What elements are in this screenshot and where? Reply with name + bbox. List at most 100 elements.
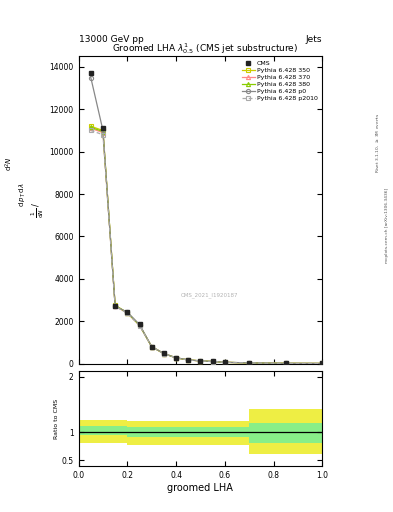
Pythia 6.428 380: [113, 303, 118, 309]
CMS: [162, 350, 166, 356]
Text: CMS_2021_I1920187: CMS_2021_I1920187: [181, 292, 239, 297]
Pythia 6.428 p2010: [222, 359, 227, 366]
Pythia 6.428 p0: [222, 359, 227, 366]
CMS: [320, 360, 325, 367]
Pythia 6.428 p2010: [137, 323, 142, 329]
Text: mcplots.cern.ch [arXiv:1306.3436]: mcplots.cern.ch [arXiv:1306.3436]: [385, 188, 389, 263]
Pythia 6.428 370: [186, 357, 191, 363]
CMS: [113, 303, 118, 309]
Pythia 6.428 p2010: [174, 355, 178, 361]
Pythia 6.428 p2010: [162, 351, 166, 357]
Pythia 6.428 p2010: [283, 360, 288, 367]
Pythia 6.428 350: [137, 322, 142, 328]
CMS: [222, 359, 227, 366]
CMS: [210, 358, 215, 365]
Pythia 6.428 p0: [247, 360, 252, 366]
CMS: [88, 70, 93, 76]
Pythia 6.428 370: [101, 130, 105, 136]
Pythia 6.428 370: [247, 360, 252, 366]
Pythia 6.428 p2010: [88, 127, 93, 134]
Pythia 6.428 370: [174, 355, 178, 361]
Pythia 6.428 380: [247, 360, 252, 366]
Text: $\frac{1}{\mathrm{d}N}$ /: $\frac{1}{\mathrm{d}N}$ /: [29, 202, 46, 218]
Pythia 6.428 p2010: [320, 360, 325, 367]
Pythia 6.428 350: [88, 123, 93, 130]
Title: Groomed LHA $\lambda^{1}_{0.5}$ (CMS jet substructure): Groomed LHA $\lambda^{1}_{0.5}$ (CMS jet…: [112, 41, 298, 56]
Pythia 6.428 370: [149, 344, 154, 350]
Pythia 6.428 370: [125, 310, 130, 316]
CMS: [174, 355, 178, 361]
Pythia 6.428 350: [101, 127, 105, 134]
Pythia 6.428 p2010: [247, 360, 252, 366]
CMS: [198, 358, 203, 364]
Pythia 6.428 370: [88, 125, 93, 132]
Pythia 6.428 370: [210, 358, 215, 365]
Pythia 6.428 p2010: [198, 358, 203, 364]
Line: CMS: CMS: [88, 71, 325, 366]
CMS: [101, 125, 105, 132]
Pythia 6.428 p2010: [210, 358, 215, 365]
Text: Jets: Jets: [306, 34, 322, 44]
Pythia 6.428 p2010: [149, 344, 154, 350]
Pythia 6.428 p0: [198, 358, 203, 364]
Pythia 6.428 p0: [137, 322, 142, 328]
Pythia 6.428 p0: [149, 344, 154, 350]
Pythia 6.428 p0: [186, 357, 191, 363]
Text: Rivet 3.1.10, $\geq$ 3M events: Rivet 3.1.10, $\geq$ 3M events: [374, 112, 381, 173]
Pythia 6.428 p0: [320, 360, 325, 367]
Pythia 6.428 380: [174, 355, 178, 361]
Pythia 6.428 380: [101, 129, 105, 135]
Pythia 6.428 370: [198, 358, 203, 364]
Pythia 6.428 p0: [101, 127, 105, 134]
Pythia 6.428 350: [198, 358, 203, 364]
Pythia 6.428 p2010: [186, 357, 191, 363]
Pythia 6.428 380: [210, 358, 215, 365]
Pythia 6.428 380: [222, 359, 227, 366]
Pythia 6.428 p2010: [101, 132, 105, 138]
Text: $\mathrm{d}^2N$: $\mathrm{d}^2N$: [4, 156, 15, 172]
Pythia 6.428 350: [320, 360, 325, 367]
Pythia 6.428 370: [222, 359, 227, 366]
Pythia 6.428 350: [174, 355, 178, 361]
Pythia 6.428 380: [125, 310, 130, 316]
Pythia 6.428 350: [186, 357, 191, 363]
CMS: [186, 357, 191, 363]
Pythia 6.428 350: [113, 302, 118, 308]
Line: Pythia 6.428 370: Pythia 6.428 370: [89, 126, 324, 366]
Pythia 6.428 p0: [125, 309, 130, 315]
Pythia 6.428 350: [162, 351, 166, 357]
CMS: [247, 360, 252, 366]
Pythia 6.428 p0: [113, 303, 118, 309]
Pythia 6.428 370: [113, 303, 118, 309]
Y-axis label: Ratio to CMS: Ratio to CMS: [54, 398, 59, 439]
Pythia 6.428 370: [162, 351, 166, 357]
Pythia 6.428 p0: [210, 358, 215, 365]
Pythia 6.428 p0: [174, 355, 178, 361]
Pythia 6.428 380: [162, 351, 166, 357]
Pythia 6.428 350: [283, 360, 288, 367]
Pythia 6.428 p2010: [125, 310, 130, 316]
Pythia 6.428 350: [247, 360, 252, 366]
Line: Pythia 6.428 350: Pythia 6.428 350: [89, 124, 324, 366]
Text: 13000 GeV pp: 13000 GeV pp: [79, 34, 143, 44]
Pythia 6.428 380: [149, 344, 154, 350]
Pythia 6.428 380: [320, 360, 325, 367]
X-axis label: groomed LHA: groomed LHA: [167, 482, 233, 493]
Pythia 6.428 p2010: [113, 303, 118, 309]
Line: Pythia 6.428 380: Pythia 6.428 380: [89, 125, 324, 366]
Pythia 6.428 p0: [283, 360, 288, 367]
Pythia 6.428 370: [283, 360, 288, 367]
Pythia 6.428 350: [222, 359, 227, 366]
Pythia 6.428 350: [149, 344, 154, 350]
CMS: [125, 309, 130, 315]
CMS: [137, 321, 142, 327]
Pythia 6.428 380: [88, 124, 93, 131]
Line: Pythia 6.428 p2010: Pythia 6.428 p2010: [89, 129, 324, 366]
CMS: [149, 344, 154, 350]
Pythia 6.428 370: [320, 360, 325, 367]
Pythia 6.428 370: [137, 323, 142, 329]
Pythia 6.428 380: [198, 358, 203, 364]
Pythia 6.428 380: [283, 360, 288, 367]
Line: Pythia 6.428 p0: Pythia 6.428 p0: [89, 75, 324, 366]
Text: $\mathrm{d}\,p_T\,\mathrm{d}\,\lambda$: $\mathrm{d}\,p_T\,\mathrm{d}\,\lambda$: [18, 182, 28, 207]
